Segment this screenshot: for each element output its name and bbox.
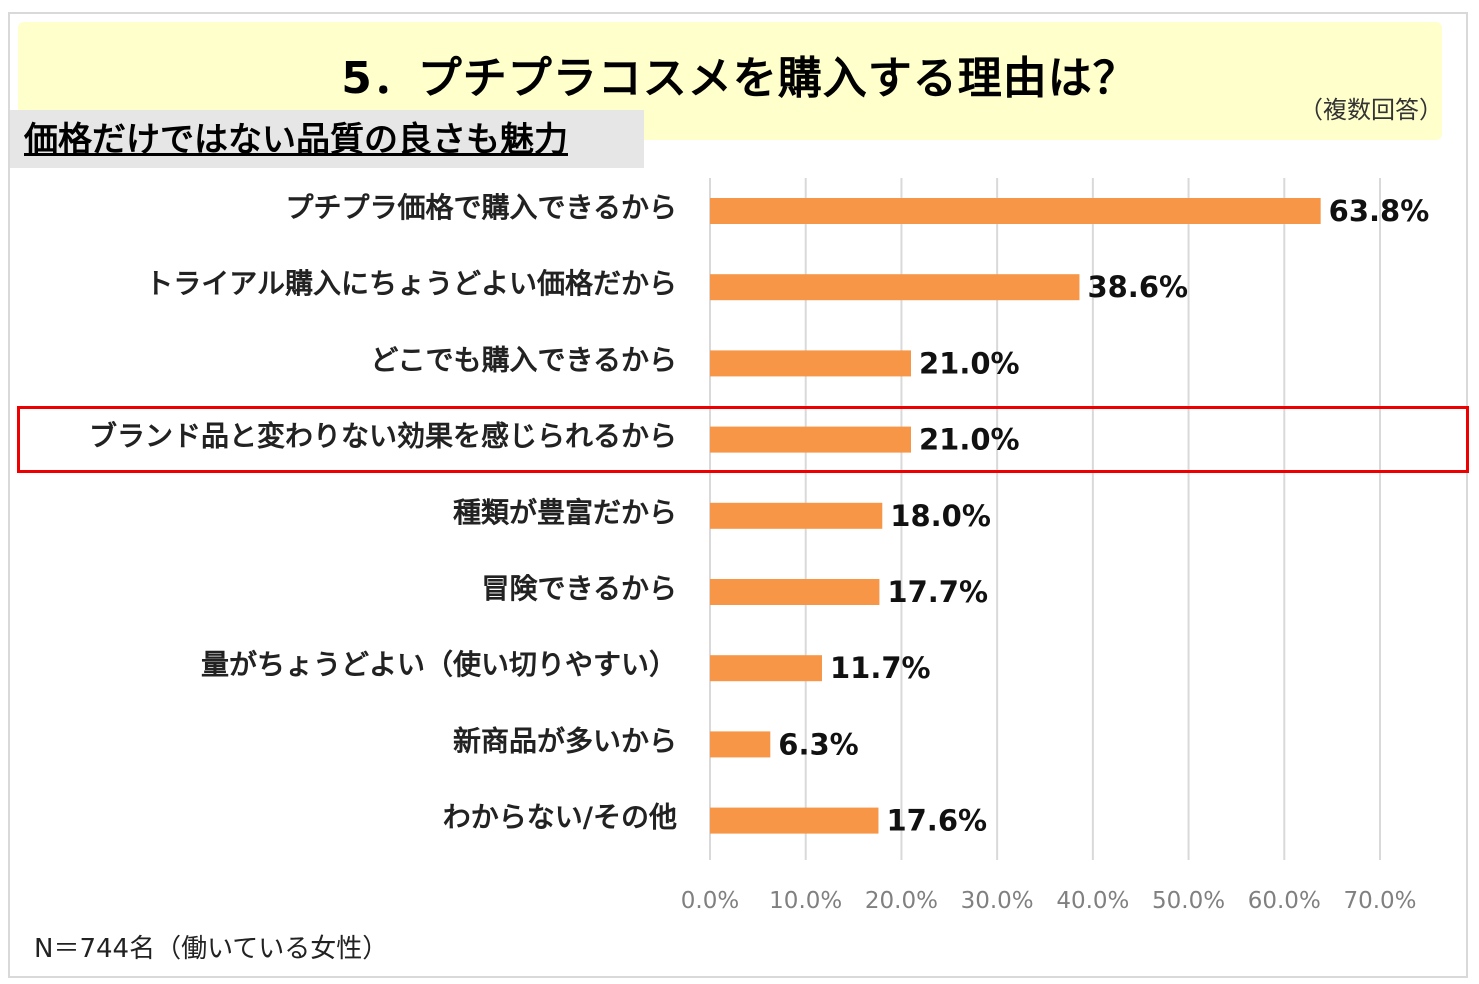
value-label: 11.7% [830, 651, 931, 685]
bar [710, 731, 771, 758]
sample-size-note: N＝744名（働いている女性） [34, 934, 389, 964]
bar [710, 198, 1321, 224]
bar [710, 426, 911, 453]
value-label: 21.0% [919, 346, 1020, 380]
x-tick-label: 20.0% [865, 888, 938, 914]
category-label: ブランド品と変わりない効果を感じられるから [89, 420, 677, 453]
value-label: 63.8% [1329, 194, 1430, 228]
category-label: トライアル購入にちょうどよい価格だから [145, 267, 677, 300]
x-tick-label: 0.0% [681, 888, 739, 914]
chart-title: 5．プチプラコスメを購入する理由は？ [341, 53, 1138, 104]
value-label: 6.3% [778, 727, 858, 761]
x-tick-label: 50.0% [1152, 888, 1225, 914]
subtitle-box [10, 110, 644, 168]
bar [710, 502, 883, 529]
x-tick-label: 60.0% [1248, 888, 1321, 914]
category-label: 新商品が多いから [453, 724, 677, 757]
bar [710, 807, 879, 834]
value-label: 38.6% [1087, 270, 1188, 304]
x-tick-label: 10.0% [769, 888, 842, 914]
value-label: 18.0% [890, 499, 991, 533]
category-label: 種類が豊富だから [453, 496, 677, 529]
x-tick-label: 70.0% [1343, 888, 1416, 914]
category-label: 冒険できるから [482, 572, 677, 605]
bar [710, 274, 1080, 301]
category-label: プチプラ価格で購入できるから [286, 191, 677, 224]
category-label: 量がちょうどよい（使い切りやすい） [201, 648, 677, 681]
value-label: 17.6% [886, 804, 987, 838]
x-tick-label: 40.0% [1056, 888, 1129, 914]
value-label: 21.0% [919, 423, 1020, 457]
category-label: わからない/その他 [443, 801, 677, 834]
bar [710, 350, 911, 377]
bar [710, 655, 822, 682]
x-tick-label: 30.0% [961, 888, 1034, 914]
chart-frame [8, 12, 1468, 978]
subtitle: 価格だけではない品質の良さも魅力 [24, 120, 568, 160]
value-label: 17.7% [887, 575, 988, 609]
bar [710, 579, 880, 605]
multiple-answer-note: （複数回答） [1299, 96, 1443, 124]
category-label: どこでも購入できるから [370, 343, 677, 376]
highlight-box [17, 406, 1469, 473]
